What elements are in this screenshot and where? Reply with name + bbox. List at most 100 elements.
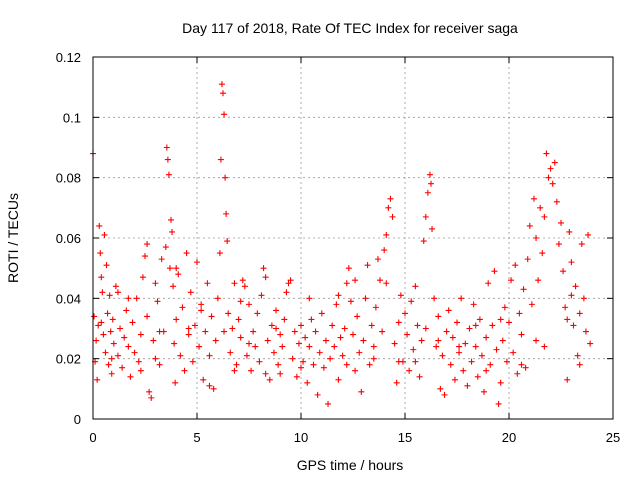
chart-title: Day 117 of 2018, Rate Of TEC Index for r… [182, 20, 518, 36]
data-point [252, 343, 259, 350]
data-point [470, 301, 477, 308]
data-point [306, 343, 313, 350]
data-point [391, 340, 398, 347]
y-tick-label: 0 [74, 412, 81, 427]
data-point [227, 349, 234, 356]
data-point [472, 343, 479, 350]
data-point [308, 316, 315, 323]
data-point [119, 364, 126, 371]
data-point [431, 295, 438, 302]
data-point [293, 373, 300, 380]
data-point [256, 358, 263, 365]
data-point [250, 328, 257, 335]
data-point [412, 358, 419, 365]
data-point [171, 340, 178, 347]
data-point [225, 310, 232, 317]
data-point [237, 298, 244, 305]
data-point [422, 325, 429, 332]
x-tick-label: 15 [398, 430, 412, 445]
data-point [358, 388, 365, 395]
data-point [295, 340, 302, 347]
data-point [165, 171, 172, 178]
data-point [522, 364, 529, 371]
data-point [185, 325, 192, 332]
data-point [224, 238, 231, 245]
x-tick-label: 25 [606, 430, 620, 445]
data-point [229, 325, 236, 332]
data-point [189, 358, 196, 365]
data-point [175, 271, 182, 278]
data-point [310, 361, 317, 368]
data-point [474, 373, 481, 380]
data-point [441, 391, 448, 398]
data-point [168, 216, 174, 223]
data-point [177, 352, 184, 359]
data-point [204, 280, 211, 287]
data-point [468, 358, 475, 365]
data-point [485, 280, 492, 287]
data-point [142, 253, 148, 260]
x-tick-label: 20 [502, 430, 516, 445]
data-point [422, 213, 429, 220]
data-point [362, 295, 369, 302]
data-point [426, 171, 433, 178]
data-point [196, 343, 203, 350]
data-point [93, 337, 100, 344]
data-point [543, 150, 550, 157]
data-point [568, 259, 575, 266]
data-point [96, 222, 103, 229]
data-point [107, 328, 114, 335]
data-point [570, 322, 577, 329]
data-point [487, 361, 494, 368]
data-point [483, 334, 490, 341]
data-point [395, 319, 402, 326]
y-tick-label: 0.08 [56, 171, 81, 186]
data-point [428, 180, 434, 187]
data-point [402, 310, 408, 317]
data-point [533, 337, 540, 344]
x-tick-label: 0 [89, 430, 96, 445]
data-point [262, 274, 269, 281]
data-point [331, 343, 338, 350]
data-point [449, 334, 456, 341]
data-point [137, 367, 144, 374]
data-point [493, 346, 500, 353]
data-point [497, 316, 504, 323]
data-point [279, 343, 286, 350]
data-point [221, 328, 228, 335]
data-point [472, 322, 479, 329]
data-point [335, 376, 342, 383]
data-point [248, 367, 255, 374]
data-point [352, 277, 359, 284]
data-point [146, 388, 153, 395]
data-point [102, 349, 109, 356]
data-point [206, 382, 213, 389]
data-point [537, 204, 544, 211]
data-point [512, 262, 519, 269]
data-point [208, 313, 215, 320]
data-point [214, 295, 221, 302]
data-point [91, 313, 98, 320]
data-point [103, 262, 110, 269]
data-point [283, 289, 290, 296]
data-point [198, 307, 205, 314]
data-point [316, 349, 323, 356]
data-point [212, 337, 219, 344]
data-point [325, 400, 332, 407]
data-point [574, 352, 581, 359]
data-point [125, 295, 132, 302]
data-point [539, 250, 546, 257]
data-point [429, 225, 436, 232]
data-point [152, 280, 159, 287]
data-point [572, 283, 579, 290]
data-points [90, 81, 594, 407]
data-point [114, 352, 121, 359]
data-point [368, 322, 375, 329]
data-point [169, 228, 176, 235]
data-point [206, 352, 213, 359]
data-point [435, 313, 442, 320]
data-point [393, 379, 400, 386]
grid-lines [93, 57, 613, 419]
data-point [374, 256, 381, 263]
